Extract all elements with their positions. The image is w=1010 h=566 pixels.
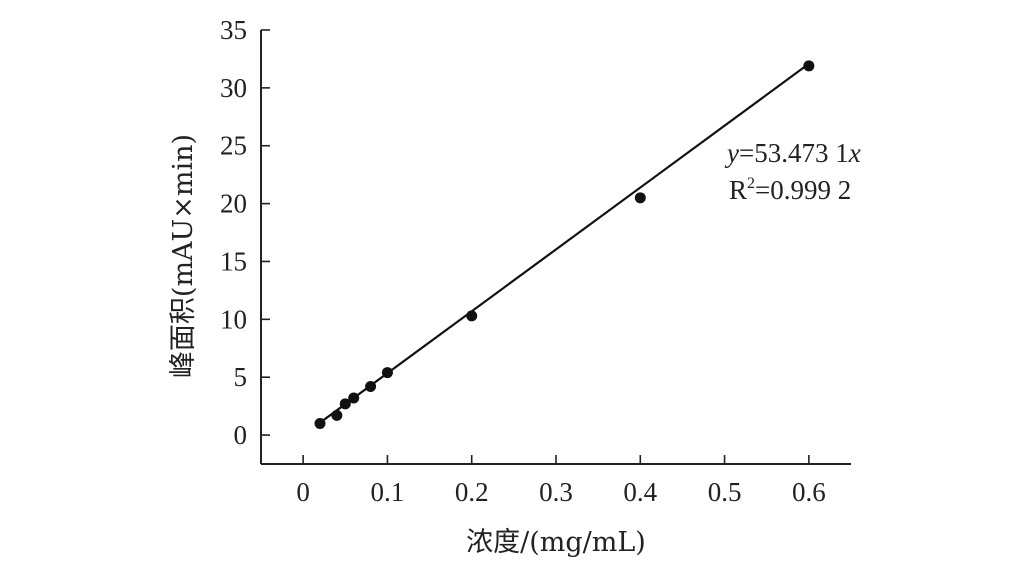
y-tick-label: 15 — [220, 246, 247, 276]
data-point — [365, 380, 377, 392]
data-point — [803, 60, 815, 72]
regression-line — [319, 62, 810, 424]
data-points — [314, 60, 815, 429]
data-point — [348, 392, 360, 404]
x-tick-label: 0.3 — [539, 477, 573, 507]
data-point — [466, 310, 478, 322]
data-point — [331, 409, 343, 421]
data-point — [339, 398, 351, 410]
y-tick-label: 35 — [220, 15, 247, 45]
y-tick-label: 5 — [234, 362, 248, 392]
x-tick-label: 0.5 — [708, 477, 742, 507]
x-tick-label: 0 — [296, 477, 310, 507]
y-tick-label: 30 — [220, 73, 247, 103]
y-tick-label: 0 — [234, 420, 248, 450]
y-tick-label: 20 — [220, 189, 247, 219]
x-tick-label: 0.1 — [371, 477, 405, 507]
y-ticks: 0 5 10 15 20 25 30 35 — [220, 15, 270, 450]
r2-value: =0.999 2 — [755, 175, 851, 205]
equation-var-y: y — [724, 138, 739, 168]
x-ticks: 0 0.1 0.2 0.3 0.4 0.5 0.6 — [296, 455, 826, 507]
data-point — [314, 417, 326, 429]
data-point — [381, 367, 393, 379]
x-tick-label: 0.4 — [623, 477, 657, 507]
equation-var-x: x — [848, 138, 861, 168]
equation-coefficient: =53.473 1 — [739, 138, 849, 168]
regression-equation: y=53.473 1x — [724, 138, 861, 168]
fit-line-group — [319, 62, 810, 424]
data-point — [634, 192, 646, 204]
r2-base: R — [729, 175, 747, 205]
x-tick-label: 0.2 — [455, 477, 489, 507]
r2-superscript: 2 — [747, 175, 755, 192]
x-axis-title: 浓度/(mg/mL) — [466, 527, 646, 558]
y-tick-label: 25 — [220, 131, 247, 161]
x-tick-label: 0.6 — [792, 477, 826, 507]
y-tick-label: 10 — [220, 304, 247, 334]
y-axis-title: 峰面积(mAU×min) — [168, 134, 199, 378]
r-squared-label: R2=0.999 2 — [729, 175, 851, 205]
